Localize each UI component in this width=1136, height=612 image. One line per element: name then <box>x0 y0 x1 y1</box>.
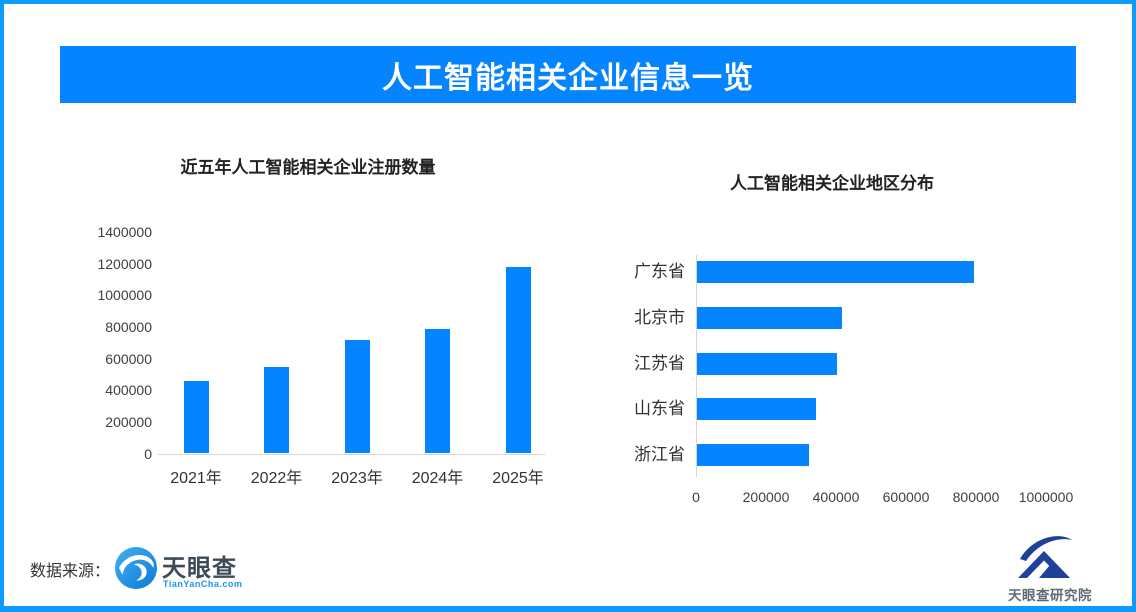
page-title: 人工智能相关企业信息一览 <box>382 61 754 95</box>
banner: 人工智能相关企业信息一览 <box>60 46 1076 103</box>
y-axis-tick: 1200000 <box>97 255 152 272</box>
x-axis-tick: 0 <box>692 489 700 505</box>
bar-江苏省 <box>697 352 837 375</box>
bar-2021年 <box>183 380 209 454</box>
right-chart-title: 人工智能相关企业地区分布 <box>730 174 934 193</box>
bar-北京市 <box>697 306 843 329</box>
y-axis-category-label: 山东省 <box>634 399 685 419</box>
y-axis-category-label: 北京市 <box>634 307 685 327</box>
left-chart-title: 近五年人工智能相关企业注册数量 <box>180 158 436 177</box>
x-axis-tick: 200000 <box>742 489 790 505</box>
y-axis-tick: 200000 <box>105 413 152 430</box>
x-axis-category-label: 2022年 <box>250 470 303 487</box>
bar-2024年 <box>425 328 450 454</box>
y-axis-category-label: 江苏省 <box>634 353 685 373</box>
research-institute-logo-text: 天眼查研究院 <box>1008 588 1092 603</box>
bar-2023年 <box>344 339 370 454</box>
x-axis-line <box>158 454 545 455</box>
research-institute-logo-icon <box>1018 536 1072 578</box>
y-axis-tick: 1400000 <box>97 224 152 241</box>
x-axis-category-label: 2025年 <box>492 470 544 487</box>
tianyancha-logo-icon <box>115 547 157 589</box>
x-axis-tick: 1000000 <box>1018 489 1074 505</box>
bar-浙江省 <box>697 444 809 466</box>
x-axis-category-label: 2023年 <box>331 470 383 487</box>
y-axis-tick: 1000000 <box>97 287 152 304</box>
x-axis-category-label: 2021年 <box>170 470 222 487</box>
y-axis-tick: 800000 <box>105 318 152 335</box>
bar-2025年 <box>505 266 531 454</box>
tianyancha-logo-url: TianYanCha.com <box>163 579 243 589</box>
y-axis-tick: 400000 <box>105 382 152 399</box>
x-axis-tick: 600000 <box>882 489 930 505</box>
x-axis-tick: 400000 <box>812 489 860 505</box>
y-axis-tick: 600000 <box>105 350 152 367</box>
bar-广东省 <box>697 261 974 283</box>
bar-山东省 <box>697 398 816 421</box>
y-axis-category-label: 广东省 <box>634 262 685 281</box>
y-axis-category-label: 浙江省 <box>634 445 685 464</box>
bar-2022年 <box>264 367 289 454</box>
y-axis-tick: 0 <box>144 445 152 462</box>
x-axis-category-label: 2024年 <box>411 470 464 487</box>
tianyancha-logo-text: 天眼查 <box>162 555 237 582</box>
y-axis-line <box>696 255 697 477</box>
data-source-label: 数据来源： <box>30 563 111 580</box>
x-axis-tick: 800000 <box>952 489 1000 505</box>
